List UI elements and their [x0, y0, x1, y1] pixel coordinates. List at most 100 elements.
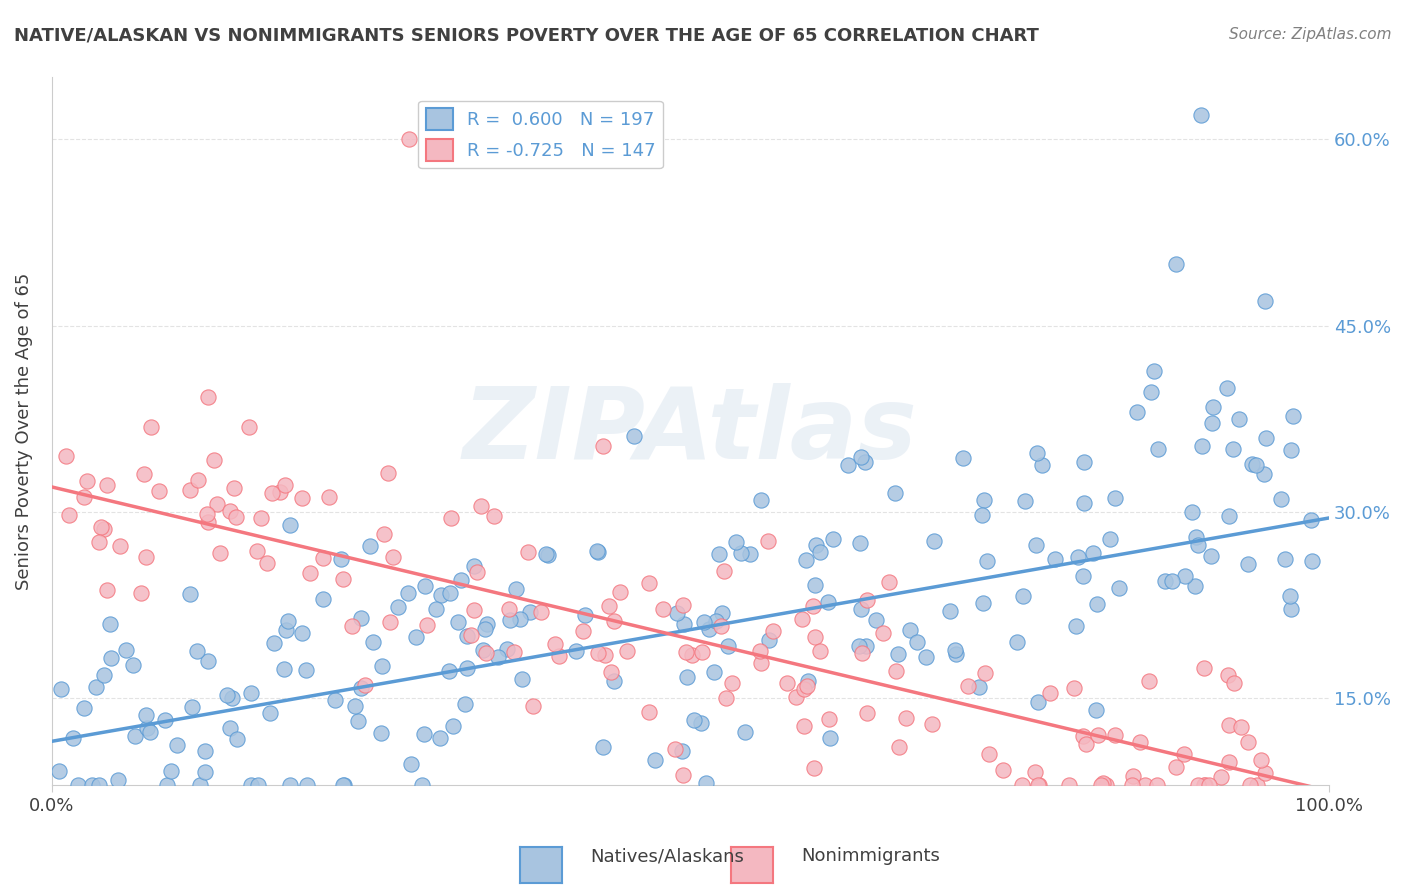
- Point: [76, 474, 98, 488]
- Point: [49, 681, 72, 696]
- Point: [1026, 695, 1049, 709]
- Point: [225, 510, 247, 524]
- Point: [651, 602, 673, 616]
- Point: [972, 596, 994, 610]
- Point: [1031, 458, 1053, 473]
- Point: [371, 659, 394, 673]
- Text: ZIPAtlas: ZIPAtlas: [463, 383, 918, 480]
- Point: [623, 429, 645, 443]
- Point: [1189, 108, 1212, 122]
- Point: [250, 511, 273, 525]
- Point: [350, 681, 373, 695]
- Point: [853, 455, 876, 469]
- Point: [350, 611, 373, 625]
- Point: [441, 718, 464, 732]
- Point: [943, 643, 966, 657]
- Point: [849, 602, 872, 616]
- Point: [456, 661, 478, 675]
- Point: [398, 132, 420, 146]
- Point: [887, 647, 910, 661]
- Point: [219, 504, 242, 518]
- Point: [1011, 778, 1033, 792]
- Text: Natives/Alaskans: Natives/Alaskans: [591, 847, 744, 865]
- Point: [516, 544, 538, 558]
- Point: [429, 731, 451, 745]
- Point: [378, 615, 401, 629]
- Point: [470, 500, 492, 514]
- Point: [318, 490, 340, 504]
- Point: [107, 772, 129, 787]
- Point: [1090, 778, 1112, 792]
- Point: [905, 635, 928, 649]
- Point: [865, 613, 887, 627]
- Point: [1173, 747, 1195, 761]
- Point: [1223, 676, 1246, 690]
- Point: [1025, 446, 1047, 460]
- Point: [945, 647, 967, 661]
- Point: [256, 556, 278, 570]
- Point: [1140, 384, 1163, 399]
- Point: [399, 757, 422, 772]
- Point: [714, 690, 737, 705]
- Point: [548, 648, 571, 663]
- Point: [872, 626, 894, 640]
- Point: [477, 616, 499, 631]
- Point: [1039, 686, 1062, 700]
- Point: [416, 618, 439, 632]
- Point: [98, 617, 121, 632]
- Point: [725, 535, 748, 549]
- Point: [638, 705, 661, 719]
- Point: [346, 714, 368, 728]
- Point: [153, 713, 176, 727]
- Point: [186, 644, 208, 658]
- Point: [93, 668, 115, 682]
- Point: [785, 690, 807, 705]
- Point: [710, 618, 733, 632]
- Point: [1184, 579, 1206, 593]
- Point: [148, 484, 170, 499]
- Point: [96, 478, 118, 492]
- Point: [1299, 513, 1322, 527]
- Point: [1087, 728, 1109, 742]
- Point: [1222, 442, 1244, 456]
- Point: [565, 644, 588, 658]
- Point: [205, 497, 228, 511]
- Point: [817, 595, 839, 609]
- Point: [1057, 778, 1080, 792]
- Point: [1137, 673, 1160, 688]
- Point: [664, 742, 686, 756]
- Point: [849, 535, 872, 549]
- Point: [219, 721, 242, 735]
- Point: [381, 549, 404, 564]
- Point: [1071, 569, 1094, 583]
- Point: [344, 699, 367, 714]
- Point: [463, 603, 485, 617]
- Point: [672, 768, 695, 782]
- Point: [855, 593, 877, 607]
- Point: [713, 564, 735, 578]
- Point: [498, 613, 520, 627]
- Point: [273, 662, 295, 676]
- Point: [503, 644, 526, 658]
- Point: [693, 615, 716, 629]
- Legend: R =  0.600   N = 197, R = -0.725   N = 147: R = 0.600 N = 197, R = -0.725 N = 147: [419, 101, 664, 168]
- Point: [1071, 729, 1094, 743]
- Point: [1147, 442, 1170, 457]
- Point: [262, 486, 284, 500]
- Point: [240, 686, 263, 700]
- Point: [354, 678, 377, 692]
- Point: [991, 763, 1014, 777]
- Point: [537, 549, 560, 563]
- Point: [405, 630, 427, 644]
- Point: [1240, 457, 1263, 471]
- Point: [644, 753, 666, 767]
- Point: [695, 775, 717, 789]
- Point: [136, 721, 159, 735]
- Point: [823, 533, 845, 547]
- Point: [1202, 400, 1225, 414]
- Point: [697, 622, 720, 636]
- Point: [135, 708, 157, 723]
- Y-axis label: Seniors Poverty Over the Age of 65: Seniors Poverty Over the Age of 65: [15, 272, 32, 590]
- Point: [1254, 431, 1277, 445]
- Point: [194, 744, 217, 758]
